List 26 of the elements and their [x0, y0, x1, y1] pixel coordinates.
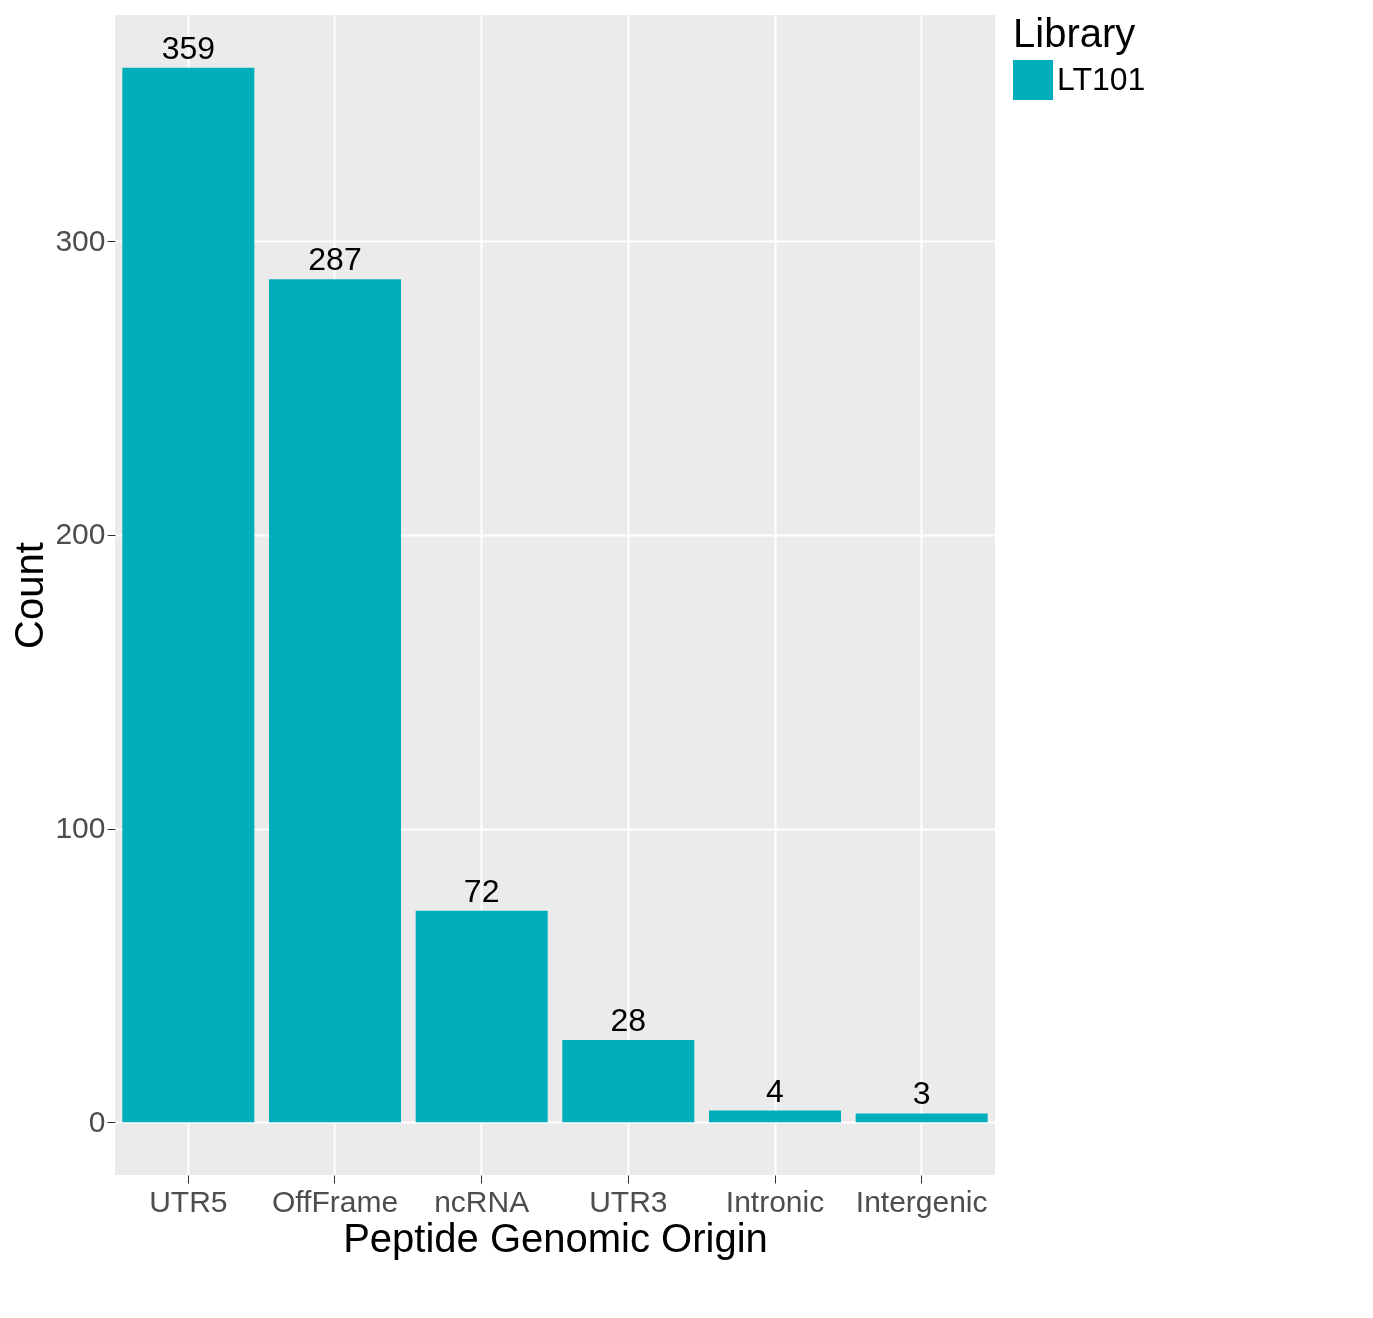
data-label: 3 [912, 1075, 931, 1112]
bar [269, 279, 401, 1123]
data-label: 28 [610, 1002, 647, 1039]
y-tick-label: 300 [55, 223, 106, 257]
legend-title: Library [1013, 11, 1136, 55]
x-tick-label: UTR3 [589, 1184, 668, 1218]
data-label: 72 [463, 872, 500, 909]
data-label: 287 [308, 241, 362, 278]
x-tick-label: ncRNA [434, 1184, 530, 1218]
data-label: 359 [161, 29, 216, 66]
x-axis-title: Peptide Genomic Origin [343, 1215, 768, 1260]
y-tick-label: 0 [88, 1104, 106, 1138]
bar [855, 1113, 988, 1123]
y-tick-label: 200 [55, 517, 106, 551]
bar [415, 910, 548, 1123]
legend-label: LT101 [1057, 61, 1146, 97]
x-tick-label: Intergenic [855, 1184, 988, 1218]
data-label: 4 [766, 1072, 784, 1109]
bar [122, 67, 255, 1123]
bar [709, 1110, 841, 1123]
x-tick-label: OffFrame [271, 1184, 399, 1218]
y-tick-label: 100 [55, 811, 106, 845]
x-tick-label: UTR5 [149, 1184, 228, 1218]
y-axis-title: Count [7, 542, 52, 649]
x-tick-label: Intronic [725, 1184, 825, 1218]
bar [562, 1040, 695, 1123]
